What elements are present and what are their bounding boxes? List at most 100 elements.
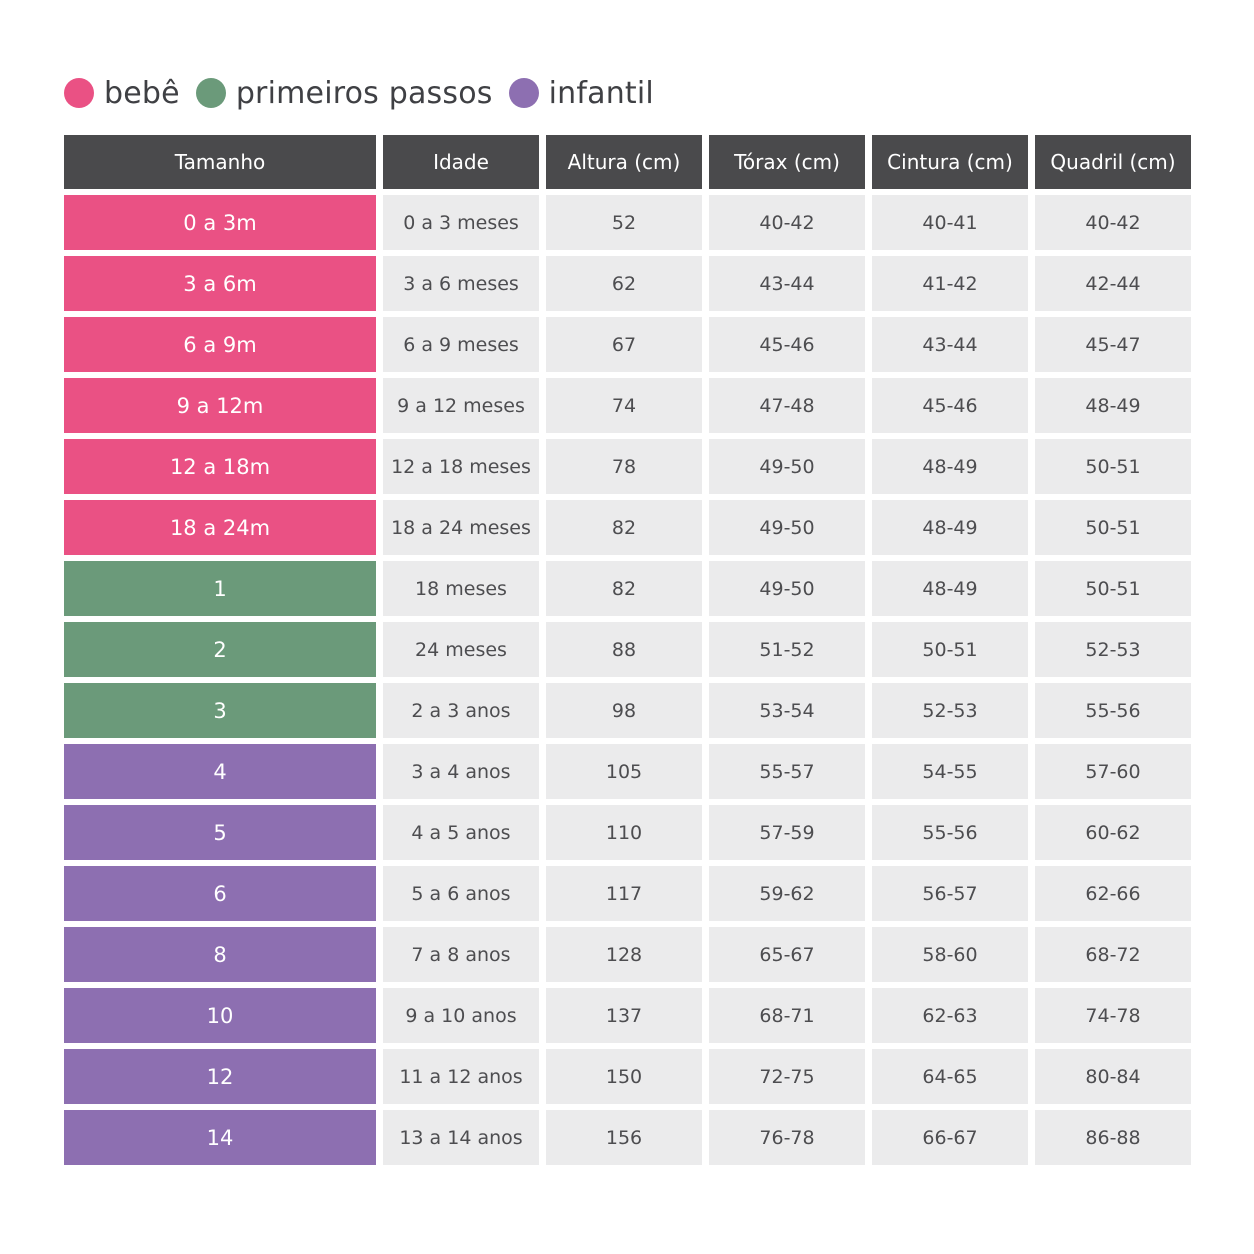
table-cell: 13 a 14 anos [383, 1110, 539, 1165]
size-cell: 3 a 6m [64, 256, 376, 311]
table-cell: 98 [546, 683, 702, 738]
legend-label: primeiros passos [235, 75, 493, 111]
table-cell: 57-59 [709, 805, 865, 860]
table-cell: 62 [546, 256, 702, 311]
table-cell: 24 meses [383, 622, 539, 677]
size-cell: 1 [64, 561, 376, 616]
table-cell: 47-48 [709, 378, 865, 433]
table-cell: 68-72 [1035, 927, 1191, 982]
table-row: 12 a 18m 12 a 18 meses 78 49-50 48-49 50-51 [64, 439, 1191, 494]
column-header: Idade [383, 135, 539, 189]
size-cell: 8 [64, 927, 376, 982]
table-cell: 48-49 [872, 561, 1028, 616]
table-cell: 110 [546, 805, 702, 860]
size-cell: 4 [64, 744, 376, 799]
table-row: 6 a 9m 6 a 9 meses 67 45-46 43-44 45-47 [64, 317, 1191, 372]
legend: bebê primeiros passos infantil [64, 70, 670, 116]
table-cell: 2 a 3 anos [383, 683, 539, 738]
table-cell: 67 [546, 317, 702, 372]
legend-label: bebê [104, 75, 180, 111]
table-cell: 3 a 4 anos [383, 744, 539, 799]
table-cell: 43-44 [872, 317, 1028, 372]
table-cell: 82 [546, 561, 702, 616]
table-cell: 72-75 [709, 1049, 865, 1104]
table-cell: 41-42 [872, 256, 1028, 311]
table-cell: 54-55 [872, 744, 1028, 799]
table-cell: 50-51 [1035, 561, 1191, 616]
table-cell: 62-63 [872, 988, 1028, 1043]
table-cell: 60-62 [1035, 805, 1191, 860]
legend-item: infantil [508, 75, 654, 111]
table-cell: 62-66 [1035, 866, 1191, 921]
size-cell: 3 [64, 683, 376, 738]
size-cell: 14 [64, 1110, 376, 1165]
legend-label: infantil [548, 75, 654, 111]
table-cell: 3 a 6 meses [383, 256, 539, 311]
table-cell: 51-52 [709, 622, 865, 677]
table-cell: 50-51 [1035, 439, 1191, 494]
table-cell: 76-78 [709, 1110, 865, 1165]
column-header: Altura (cm) [546, 135, 702, 189]
table-cell: 55-57 [709, 744, 865, 799]
table-cell: 48-49 [872, 500, 1028, 555]
table-row: 12 11 a 12 anos 150 72-75 64-65 80-84 [64, 1049, 1191, 1104]
table-cell: 52-53 [872, 683, 1028, 738]
table-row: 2 24 meses 88 51-52 50-51 52-53 [64, 622, 1191, 677]
table-cell: 4 a 5 anos [383, 805, 539, 860]
table-cell: 48-49 [1035, 378, 1191, 433]
table-cell: 18 meses [383, 561, 539, 616]
table-cell: 52-53 [1035, 622, 1191, 677]
table-cell: 53-54 [709, 683, 865, 738]
table-row: 10 9 a 10 anos 137 68-71 62-63 74-78 [64, 988, 1191, 1043]
table-cell: 45-46 [872, 378, 1028, 433]
table-cell: 88 [546, 622, 702, 677]
table-cell: 45-46 [709, 317, 865, 372]
legend-item: primeiros passos [195, 75, 493, 111]
table-cell: 57-60 [1035, 744, 1191, 799]
size-cell: 9 a 12m [64, 378, 376, 433]
column-header: Quadril (cm) [1035, 135, 1191, 189]
table-cell: 74 [546, 378, 702, 433]
legend-item: bebê [64, 76, 180, 111]
table-cell: 105 [546, 744, 702, 799]
table-cell: 49-50 [709, 439, 865, 494]
table-row: 1 18 meses 82 49-50 48-49 50-51 [64, 561, 1191, 616]
table-cell: 156 [546, 1110, 702, 1165]
table-cell: 18 a 24 meses [383, 500, 539, 555]
table-cell: 80-84 [1035, 1049, 1191, 1104]
table-cell: 45-47 [1035, 317, 1191, 372]
table-row: 0 a 3m 0 a 3 meses 52 40-42 40-41 40-42 [64, 195, 1191, 250]
size-cell: 6 a 9m [64, 317, 376, 372]
table-cell: 40-42 [709, 195, 865, 250]
table-row: 9 a 12m 9 a 12 meses 74 47-48 45-46 48-49 [64, 378, 1191, 433]
table-cell: 50-51 [1035, 500, 1191, 555]
size-cell: 12 [64, 1049, 376, 1104]
table-cell: 117 [546, 866, 702, 921]
table-cell: 43-44 [709, 256, 865, 311]
table-row: 18 a 24m 18 a 24 meses 82 49-50 48-49 50-51 [64, 500, 1191, 555]
table-cell: 6 a 9 meses [383, 317, 539, 372]
table-cell: 58-60 [872, 927, 1028, 982]
table-cell: 49-50 [709, 500, 865, 555]
table-cell: 137 [546, 988, 702, 1043]
table-cell: 66-67 [872, 1110, 1028, 1165]
table-cell: 12 a 18 meses [383, 439, 539, 494]
table-cell: 55-56 [872, 805, 1028, 860]
table-cell: 150 [546, 1049, 702, 1104]
table-row: 3 a 6m 3 a 6 meses 62 43-44 41-42 42-44 [64, 256, 1191, 311]
size-cell: 12 a 18m [64, 439, 376, 494]
size-cell: 0 a 3m [64, 195, 376, 250]
table-cell: 82 [546, 500, 702, 555]
table-cell: 50-51 [872, 622, 1028, 677]
legend-dot-icon [508, 78, 539, 108]
column-header: Tamanho [64, 135, 376, 189]
legend-dot-icon [195, 78, 226, 108]
table-cell: 5 a 6 anos [383, 866, 539, 921]
size-cell: 10 [64, 988, 376, 1043]
table-cell: 65-67 [709, 927, 865, 982]
